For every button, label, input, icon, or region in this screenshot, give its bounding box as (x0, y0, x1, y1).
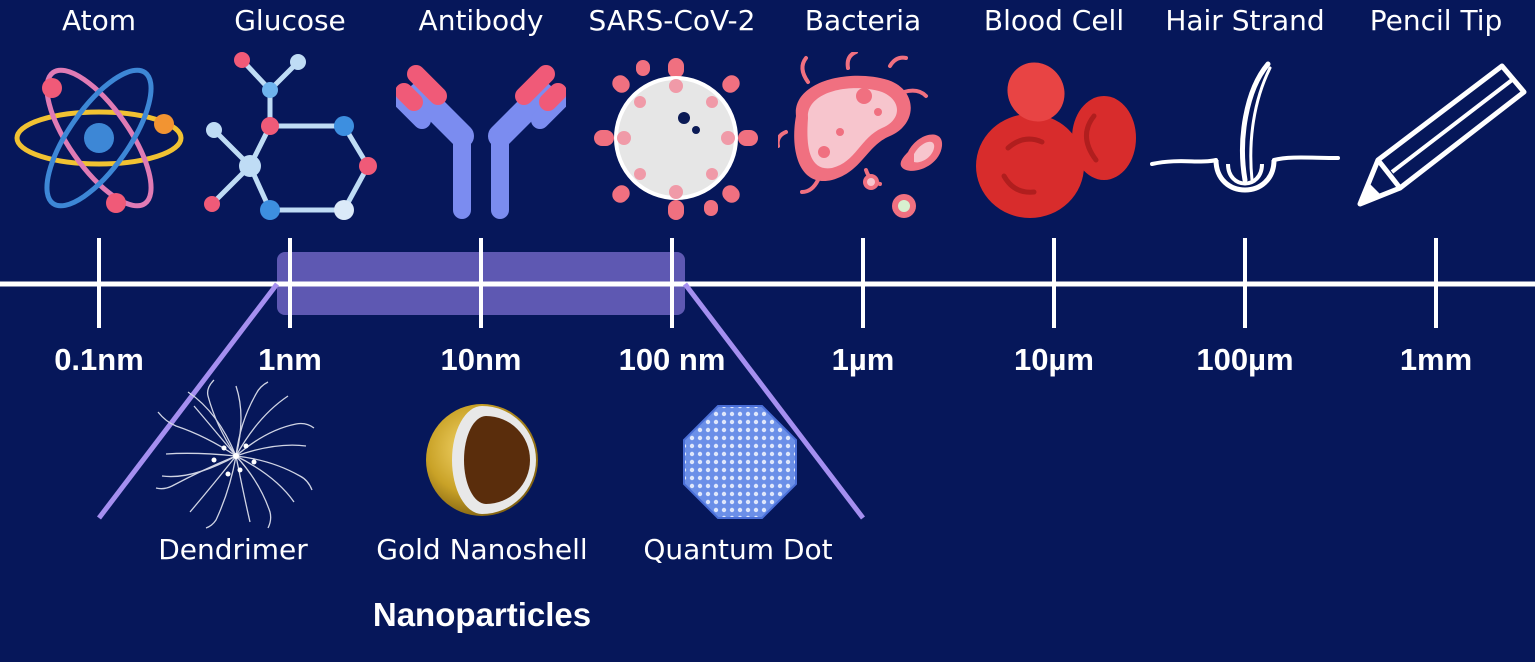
blood-cell-icon (976, 62, 1136, 218)
scale-100nm: 100 nm (618, 342, 726, 377)
scale-10um: 10µm (1014, 342, 1094, 377)
label-dendrimer: Dendrimer (158, 533, 308, 566)
label-hair-strand: Hair Strand (1165, 4, 1325, 37)
label-glucose: Glucose (234, 4, 346, 37)
scale-10nm: 10nm (440, 342, 522, 377)
label-gold-nanoshell: Gold Nanoshell (376, 533, 588, 566)
gold-nanoshell-icon (426, 404, 538, 516)
label-blood-cell: Blood Cell (983, 4, 1125, 37)
label-quantum-dot: Quantum Dot (643, 533, 833, 566)
label-antibody: Antibody (418, 4, 544, 37)
scale-1mm: 1mm (1399, 342, 1473, 377)
scale-100um: 100µm (1196, 342, 1294, 377)
label-bacteria: Bacteria (804, 4, 922, 37)
funnel-left-line (97, 282, 279, 520)
scale-0.1nm: 0.1nm (54, 342, 144, 377)
label-pencil-tip: Pencil Tip (1369, 4, 1503, 37)
label-atom: Atom (61, 4, 137, 37)
pencil-tip-icon (1357, 63, 1527, 207)
glucose-molecule-icon (204, 52, 377, 220)
dendrimer-icon (155, 379, 315, 529)
virus-icon (594, 58, 758, 220)
hair-strand-icon (1150, 61, 1340, 193)
label-sars-cov-2: SARS-CoV-2 (588, 4, 756, 37)
funnel-right-line (683, 282, 865, 520)
scale-1nm: 1nm (258, 342, 322, 377)
scale-1um: 1µm (831, 342, 895, 377)
quantum-dot-icon (683, 405, 797, 519)
bacteria-icon (778, 52, 943, 218)
atom-icon (14, 67, 184, 213)
nanoparticles-title: Nanoparticles (372, 596, 592, 633)
antibody-icon (396, 65, 566, 219)
